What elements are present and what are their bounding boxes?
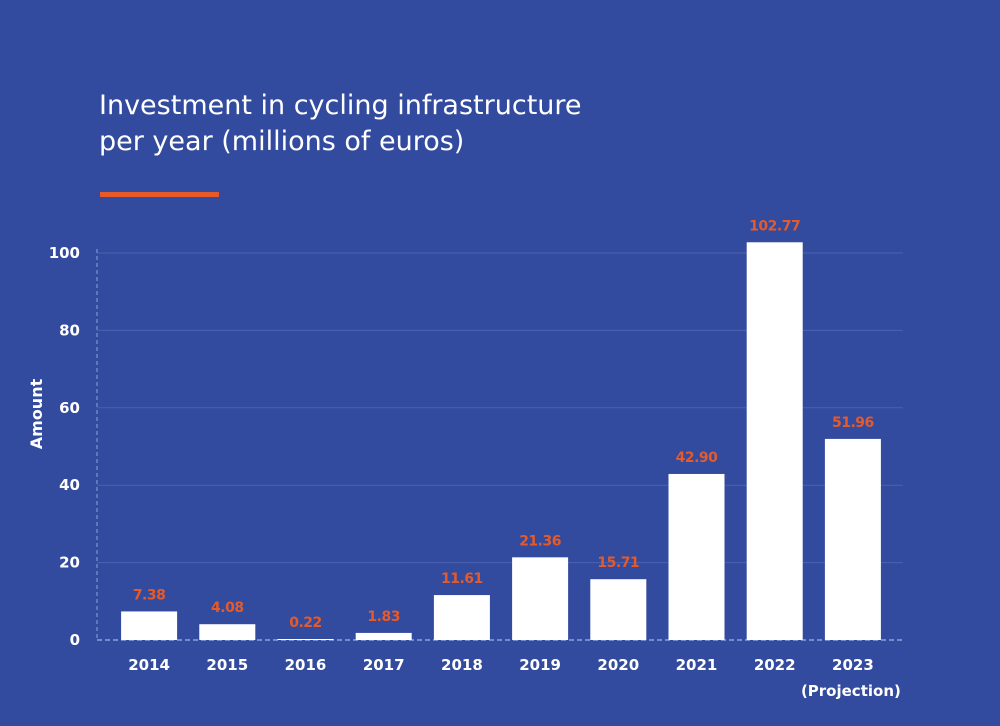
value-label-2021: 42.90: [676, 450, 719, 466]
bar-2015: [199, 624, 256, 640]
bar-2021: [668, 473, 725, 640]
value-label-2019: 21.36: [519, 533, 561, 549]
bar-2019: [512, 557, 569, 640]
y-tick-label-40: 40: [59, 476, 80, 494]
x-tick-label-2023: 2023: [832, 656, 874, 674]
value-label-2016: 0.22: [289, 615, 322, 631]
x-tick-label-2016: 2016: [285, 656, 327, 674]
y-tick-label-80: 80: [59, 321, 80, 339]
x-tick-label-2022: 2022: [754, 656, 796, 674]
x-tick-note-2023: (Projection): [801, 682, 901, 700]
axes: [96, 249, 903, 641]
value-labels: 7.38 4.08 0.22 1.83 11.61 21.36 15.71 42.90 102.…: [133, 218, 874, 631]
value-label-2023: 51.96: [832, 415, 874, 431]
value-label-2018: 11.61: [441, 571, 483, 587]
bar-2023: [824, 438, 881, 640]
bar-2014: [121, 611, 178, 640]
value-label-2017: 1.83: [367, 609, 400, 625]
y-axis-title: Amount: [27, 378, 46, 449]
value-label-2014: 7.38: [133, 587, 166, 603]
bar-2016: [277, 639, 334, 640]
value-label-2020: 15.71: [597, 555, 639, 571]
bars: [121, 242, 881, 641]
y-tick-label-0: 0: [70, 631, 80, 649]
x-tick-label-2015: 2015: [206, 656, 248, 674]
x-tick-label-2014: 2014: [128, 656, 170, 674]
chart-title: Investment in cycling infrastructure per…: [99, 90, 582, 157]
x-tick-label-2020: 2020: [597, 656, 639, 674]
tick-labels: 0 20 40 60 80 100 2014 2015 2016 2017 2018 2019 2020…: [49, 244, 901, 700]
x-tick-label-2021: 2021: [676, 656, 718, 674]
x-tick-label-2019: 2019: [519, 656, 561, 674]
value-label-2015: 4.08: [211, 600, 244, 616]
x-tick-label-2018: 2018: [441, 656, 483, 674]
bar-2018: [433, 595, 490, 640]
bar-2017: [355, 632, 412, 640]
y-tick-label-20: 20: [59, 554, 80, 572]
title-accent-line: [100, 192, 219, 197]
value-label-2022: 102.77: [749, 218, 800, 234]
bar-2022: [746, 242, 803, 641]
bar-2020: [590, 579, 647, 640]
x-tick-label-2017: 2017: [363, 656, 405, 674]
y-tick-label-100: 100: [49, 244, 80, 262]
y-tick-label-60: 60: [59, 399, 80, 417]
